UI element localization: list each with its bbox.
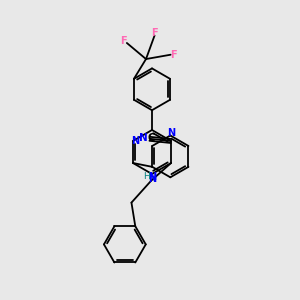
Text: F: F — [121, 36, 127, 46]
Text: N: N — [131, 136, 139, 146]
Text: N: N — [139, 133, 148, 143]
Text: F: F — [151, 28, 158, 38]
Text: C: C — [148, 133, 155, 143]
Text: N: N — [148, 172, 156, 182]
Text: N: N — [167, 128, 175, 139]
Text: N: N — [148, 174, 156, 184]
Text: F: F — [170, 50, 177, 60]
Text: H: H — [143, 172, 150, 181]
